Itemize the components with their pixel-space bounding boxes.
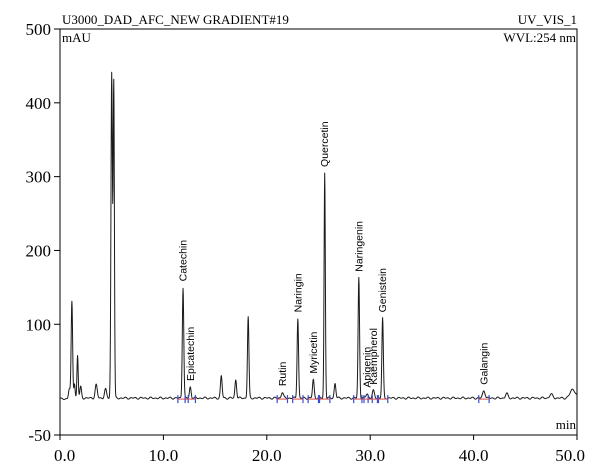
integration-markers: [177, 395, 490, 404]
peak-label: Myricetin: [308, 331, 320, 373]
peak-label: Genistein: [377, 268, 389, 313]
peak-label: Naringin: [292, 273, 304, 312]
x-tick-label: 40.0: [459, 446, 489, 465]
channel-name: UV_VIS_1: [518, 12, 577, 27]
plot-frame: [59, 28, 578, 436]
peak-labels: Catechin Epicatechin Rutin Naringin Myriceti…: [178, 121, 491, 387]
y-axis-unit: mAU: [62, 30, 92, 45]
y-tick-label: 400: [26, 94, 52, 113]
sample-name: U3000_DAD_AFC_NEW GRADIENT#19: [62, 12, 289, 27]
y-tick-label: 300: [26, 168, 52, 187]
x-tick-label: 20.0: [252, 446, 282, 465]
peak-label: Rutin: [277, 362, 289, 387]
peak-label: Apigenin: [362, 347, 374, 388]
y-tick-label: -50: [28, 426, 51, 445]
peak-label: Epicatechin: [185, 327, 197, 381]
x-tick-label: 50.0: [555, 446, 585, 465]
x-tick-label: 0.0: [54, 446, 75, 465]
peak-label: Naringenin: [353, 221, 365, 272]
y-tick-label: 100: [26, 315, 52, 334]
x-tick-label: 30.0: [355, 446, 385, 465]
peak-label: Quercetin: [319, 121, 331, 167]
x-tick-label: 10.0: [149, 446, 179, 465]
x-axis-unit: min: [556, 417, 577, 432]
x-axis-ticks: 0.0 10.0 20.0 30.0 40.0 50.0: [54, 435, 585, 465]
y-tick-label: 500: [26, 20, 52, 39]
y-axis-ticks: -50 100 200 300 400 500: [26, 20, 60, 445]
wavelength-label: WVL:254 nm: [503, 30, 576, 45]
peak-label: Kaempherol: [368, 328, 380, 385]
peak-label: Catechin: [178, 240, 190, 282]
peak-label: Galangin: [478, 343, 490, 385]
y-tick-label: 200: [26, 241, 52, 260]
